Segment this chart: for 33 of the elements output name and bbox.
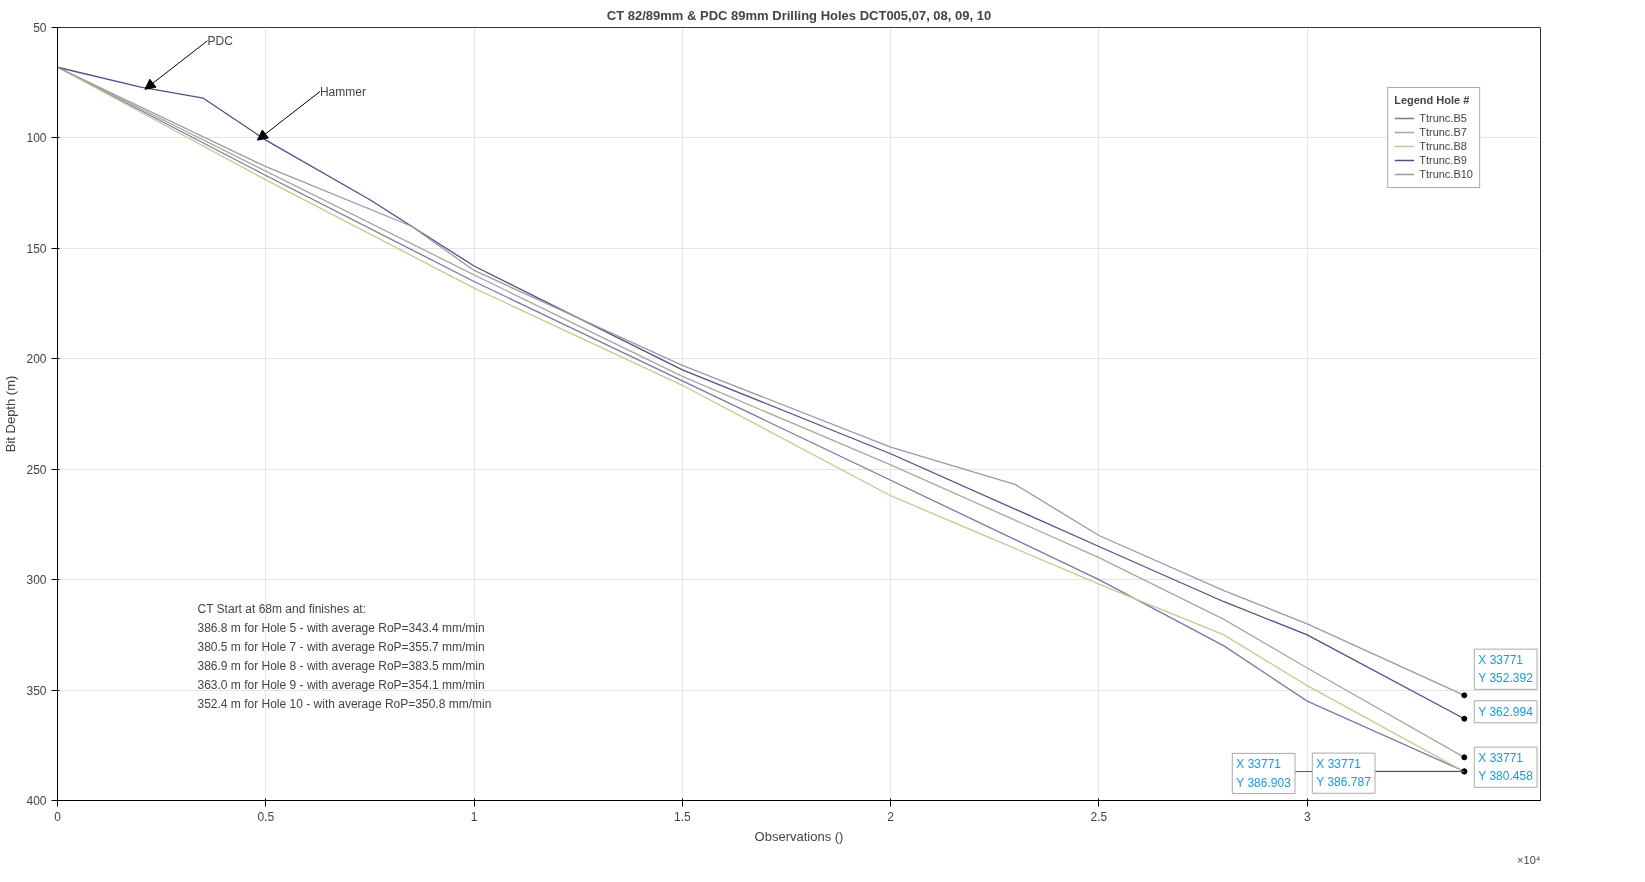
- y-tick-label: 400: [26, 794, 47, 808]
- annotation: X 33771 Y 386.903: [1236, 757, 1292, 790]
- x-axis-title: Observations (): [754, 828, 844, 844]
- x-tick-label: 1.5: [674, 809, 692, 824]
- y-tick-label: 200: [26, 352, 47, 367]
- x-tick-label: 2: [887, 809, 895, 824]
- legend-label: Ttrunc.B10: [1419, 167, 1473, 181]
- annotation: X 33771 Y 386.787: [1316, 757, 1372, 790]
- x-tick-label: 1: [470, 809, 478, 824]
- y-tick-label: 350: [26, 683, 47, 698]
- x-tick-label: 0: [54, 809, 62, 824]
- legend-label: Ttrunc.B9: [1419, 153, 1467, 167]
- y-axis-title: Bit Depth (m): [3, 375, 19, 453]
- annotation: PDC: [207, 33, 234, 48]
- annotation: X 33771 Y 380.458: [1478, 751, 1534, 784]
- y-tick-label: 50: [33, 21, 47, 35]
- chart-title: CT 82/89mm & PDC 89mm Drilling Holes DCT005,07, 08, 09, 10: [606, 7, 992, 23]
- x-tick-label: 0.5: [257, 809, 275, 824]
- legend-label: Ttrunc.B7: [1419, 125, 1467, 139]
- legend-title: Legend Hole #: [1394, 94, 1471, 106]
- y-tick-label: 250: [26, 462, 47, 477]
- annotation: X 33771 Y 352.392: [1478, 653, 1534, 686]
- legend-label: Ttrunc.B8: [1419, 139, 1467, 153]
- y-tick-label: 100: [26, 131, 47, 146]
- annotation: CT Start at 68m and finishes at: 386.8 m for Hole 5 - with average RoP=343.4 mm/min 380.5 m for Hole 7 - with average RoP=355.7 mm/min 386.9 m for Hole 8 - with average RoP=383.5 mm/min 363.0 m for Hole 9 - with average RoP=354.1 mm/min 352.4 m for Hole 10 - with average RoP=350.8 mm/min: [197, 602, 492, 711]
- y-tick-label: 300: [26, 573, 47, 588]
- y-tick-label: 150: [26, 241, 47, 256]
- x-tick-label: 3: [1303, 809, 1311, 824]
- annotation: Y 362.994: [1478, 704, 1534, 719]
- annotation: Hammer: [319, 84, 366, 99]
- text: ×10⁴: [1517, 853, 1541, 866]
- x-tick-label: 2.5: [1090, 809, 1108, 824]
- legend-label: Ttrunc.B5: [1419, 111, 1467, 125]
